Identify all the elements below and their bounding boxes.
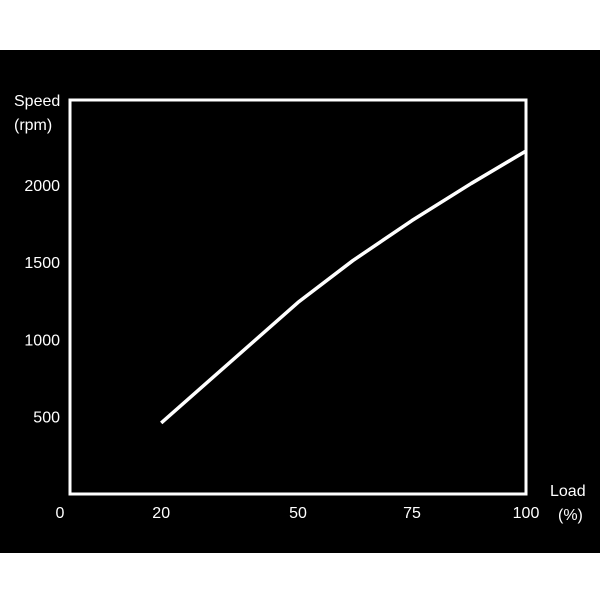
y-tick-label-0: 500 [33,410,60,427]
y-axis-label-line1: Speed [14,93,60,110]
x-tick-label-1: 20 [152,505,170,522]
x-tick-label-4: 100 [513,505,540,522]
x-axis-label-line2: (%) [558,507,583,524]
y-tick-label-3: 2000 [24,178,60,195]
series-layer [160,149,527,425]
y-tick-label-2: 1500 [24,255,60,272]
x-tick-label-3: 75 [403,505,421,522]
x-axis-label-line1: Load [550,483,586,500]
series-line-0 [160,149,527,425]
x-tick-label-2: 50 [289,505,307,522]
plot-frame [68,98,528,496]
y-axis-label-line2: (rpm) [14,117,52,134]
tick-labels: 500 1000 1500 2000 0 20 50 75 100 [24,178,539,522]
y-tick-label-1: 1000 [24,332,60,349]
grid-lines [72,184,524,418]
x-tick-label-0: 0 [56,505,65,522]
